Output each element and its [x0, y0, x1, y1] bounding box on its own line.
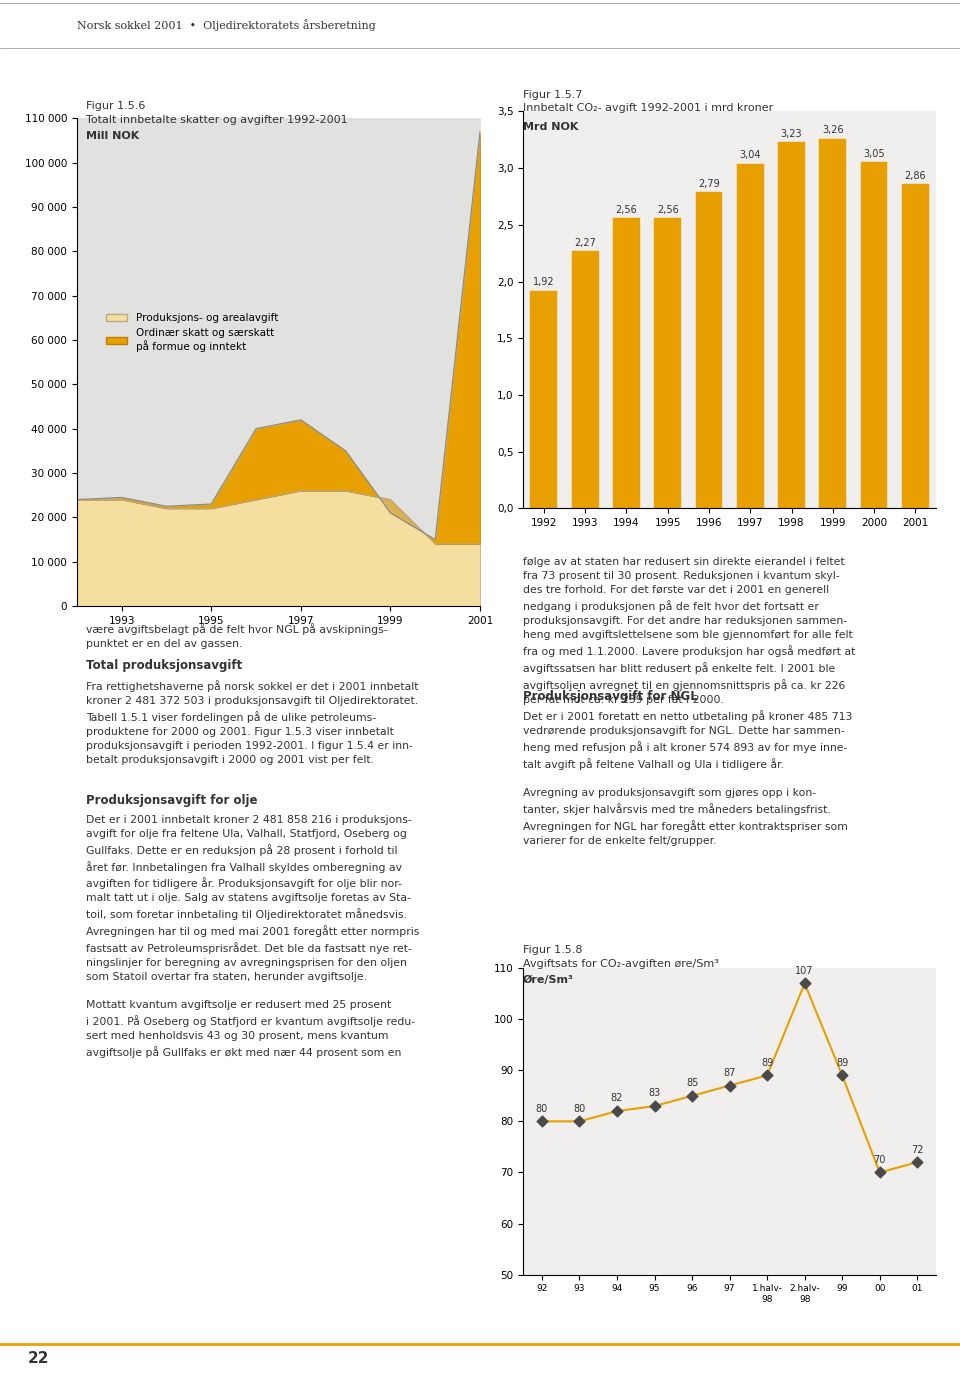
- Bar: [820, 139, 846, 508]
- Legend: Produksjons- og arealavgift, Ordinær skatt og særskatt
på formue og inntekt: Produksjons- og arealavgift, Ordinær ska…: [102, 309, 282, 357]
- Bar: [861, 163, 887, 508]
- Text: Fra rettighetshaverne på norsk sokkel er det i 2001 innbetalt
kroner 2 481 372 5: Fra rettighetshaverne på norsk sokkel er…: [86, 680, 419, 765]
- Point: [535, 1110, 550, 1133]
- Text: 89: 89: [761, 1057, 773, 1067]
- Text: 3,04: 3,04: [739, 150, 761, 160]
- Text: Produksjonsavgift for olje: Produksjonsavgift for olje: [86, 794, 258, 807]
- Text: Norsk sokkel 2001  •  Oljedirektoratets årsberetning: Norsk sokkel 2001 • Oljedirektoratets år…: [77, 20, 375, 31]
- Text: Figur 1.5.8: Figur 1.5.8: [523, 944, 583, 954]
- Text: 2,56: 2,56: [657, 205, 679, 215]
- Point: [909, 1151, 924, 1173]
- Text: Totalt innbetalte skatter og avgifter 1992-2001: Totalt innbetalte skatter og avgifter 19…: [86, 114, 348, 124]
- Text: Mrd NOK: Mrd NOK: [523, 121, 579, 131]
- Text: 2,79: 2,79: [698, 178, 720, 188]
- Bar: [779, 142, 804, 508]
- Text: 107: 107: [796, 965, 814, 976]
- Text: 80: 80: [536, 1103, 548, 1114]
- Point: [722, 1074, 737, 1096]
- Text: 22: 22: [28, 1351, 49, 1367]
- Text: Ressursforvaltning: Ressursforvaltning: [6, 588, 18, 722]
- Text: Innbetalt CO₂- avgift 1992-2001 i mrd kroner: Innbetalt CO₂- avgift 1992-2001 i mrd kr…: [523, 103, 774, 113]
- Bar: [696, 192, 722, 508]
- Text: 3,05: 3,05: [863, 149, 885, 159]
- Point: [872, 1162, 887, 1184]
- Text: 2,27: 2,27: [574, 238, 596, 248]
- Text: 89: 89: [836, 1057, 849, 1067]
- Bar: [902, 184, 928, 508]
- Text: være avgiftsbelagt på de felt hvor NGL på avskipnings-
punktet er en del av gass: være avgiftsbelagt på de felt hvor NGL p…: [86, 623, 388, 649]
- Bar: [572, 251, 598, 508]
- Text: 3,23: 3,23: [780, 128, 803, 139]
- Text: 2,56: 2,56: [615, 205, 637, 215]
- Bar: [531, 291, 557, 508]
- Text: Avgiftsats for CO₂-avgiften øre/Sm³: Avgiftsats for CO₂-avgiften øre/Sm³: [523, 958, 719, 968]
- Text: 80: 80: [573, 1103, 586, 1114]
- Point: [759, 1064, 775, 1087]
- Text: Figur 1.5.7: Figur 1.5.7: [523, 89, 583, 99]
- Text: Øre/Sm³: Øre/Sm³: [523, 975, 574, 985]
- Point: [684, 1085, 700, 1107]
- Point: [610, 1100, 625, 1123]
- Text: 87: 87: [724, 1068, 735, 1078]
- Bar: [737, 163, 763, 508]
- Text: 3,26: 3,26: [822, 125, 844, 135]
- Text: Total produksjonsavgift: Total produksjonsavgift: [86, 659, 243, 671]
- Text: 82: 82: [611, 1094, 623, 1103]
- Text: følge av at staten har redusert sin direkte eierandel i feltet
fra 73 prosent ti: følge av at staten har redusert sin dire…: [523, 557, 855, 705]
- Text: 83: 83: [648, 1088, 660, 1098]
- Text: Figur 1.5.6: Figur 1.5.6: [86, 100, 146, 110]
- Point: [834, 1064, 850, 1087]
- Text: Det er i 2001 innbetalt kroner 2 481 858 216 i produksjons-
avgift for olje fra : Det er i 2001 innbetalt kroner 2 481 858…: [86, 815, 420, 1057]
- Point: [797, 972, 812, 995]
- Text: Produksjonsavgift for NGL: Produksjonsavgift for NGL: [523, 690, 698, 702]
- Point: [647, 1095, 662, 1117]
- Text: Mill NOK: Mill NOK: [86, 131, 139, 141]
- Text: 70: 70: [874, 1155, 886, 1165]
- Text: 1,92: 1,92: [533, 277, 555, 287]
- Bar: [613, 219, 639, 508]
- Point: [572, 1110, 588, 1133]
- Bar: [655, 219, 681, 508]
- Text: 85: 85: [685, 1078, 698, 1088]
- Text: 72: 72: [911, 1145, 924, 1155]
- Text: Det er i 2001 foretatt en netto utbetaling på kroner 485 713
vedrørende produksj: Det er i 2001 foretatt en netto utbetali…: [523, 710, 852, 846]
- Text: 2,86: 2,86: [904, 170, 926, 181]
